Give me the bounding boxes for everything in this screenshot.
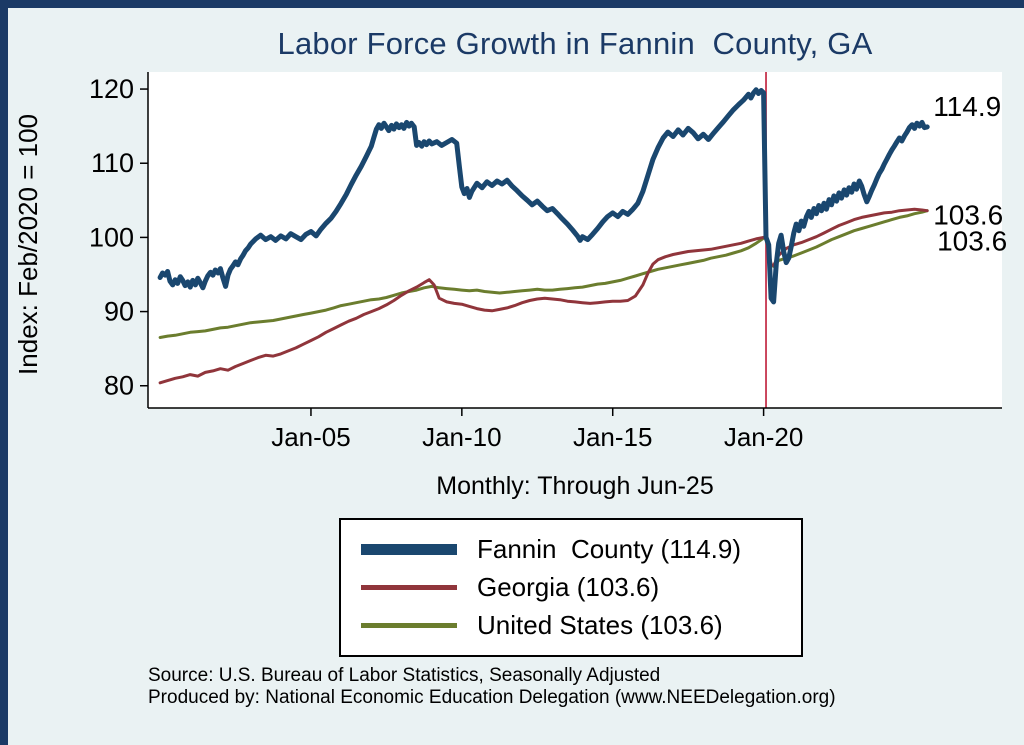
y-tick-label: 110: [91, 148, 134, 178]
x-tick-label: Jan-05: [271, 422, 351, 452]
legend-swatch-fannin-county: [361, 543, 457, 555]
x-tick-label: Jan-20: [724, 422, 804, 452]
source-note: Source: U.S. Bureau of Labor Statistics,…: [148, 665, 661, 686]
legend-label: Georgia (103.6): [477, 571, 660, 602]
end-value-label: 103.6: [933, 199, 1003, 230]
border-left: [0, 0, 8, 745]
legend-swatch-georgia: [361, 584, 457, 590]
y-tick-label: 80: [104, 371, 134, 401]
plot-area: 80 90 100 110 120 Jan-05 Jan-10 Jan-15 Jan-20 114…: [89, 72, 1007, 452]
produced-by-note: Produced by: National Economic Education…: [148, 687, 836, 708]
x-tick-label: Jan-15: [573, 422, 653, 452]
series-line-georgia: [158, 207, 929, 385]
end-value-label: 103.6: [937, 225, 1007, 256]
footer-notes: Source: U.S. Bureau of Labor Statistics,…: [148, 665, 836, 709]
end-value-label: 114.9: [933, 91, 1001, 122]
legend-item-fannin-county: Fannin County (114.9): [361, 534, 781, 565]
plot-background: [148, 72, 1002, 408]
chart-title: Labor Force Growth in Fannin County, GA: [277, 26, 873, 61]
legend-item-georgia: Georgia (103.6): [361, 572, 781, 603]
y-tick-label: 100: [89, 222, 134, 252]
y-tick-label: 90: [104, 297, 134, 327]
legend: Fannin County (114.9) Georgia (103.6) Un…: [339, 518, 803, 657]
y-tick-label: 120: [89, 74, 134, 104]
x-axis-subtitle: Monthly: Through Jun-25: [436, 472, 714, 500]
series-line-united-states: [158, 209, 929, 339]
legend-item-united-states: United States (103.6): [361, 610, 781, 641]
series-line-fannin-county: [157, 87, 930, 305]
border-top: [0, 0, 1024, 8]
legend-swatch-united-states: [361, 623, 457, 629]
x-tick-label: Jan-10: [422, 422, 502, 452]
legend-label: United States (103.6): [477, 610, 723, 641]
legend-label: Fannin County (114.9): [477, 533, 741, 564]
